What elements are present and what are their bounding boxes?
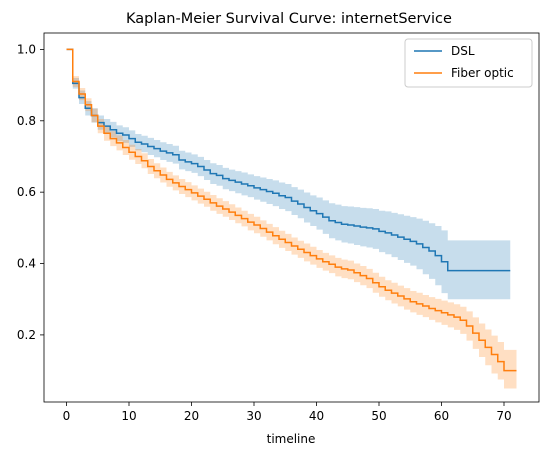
x-tick-label: 40 xyxy=(309,409,324,423)
plot-frame xyxy=(44,33,539,402)
x-tick-label: 20 xyxy=(184,409,199,423)
y-tick-label: 0.6 xyxy=(17,185,36,199)
ci-band-fiber-optic xyxy=(67,49,517,388)
legend-label-dsl: DSL xyxy=(451,44,475,58)
y-axis: 0.2 0.4 0.6 0.8 1.0 xyxy=(17,42,44,341)
x-axis: 0 10 20 30 40 50 60 70 xyxy=(63,402,512,423)
x-tick-label: 50 xyxy=(371,409,386,423)
y-tick-label: 0.4 xyxy=(17,257,36,271)
x-axis-title: timeline xyxy=(267,432,316,446)
x-tick-label: 30 xyxy=(246,409,261,423)
x-tick-label: 10 xyxy=(121,409,136,423)
y-tick-label: 0.8 xyxy=(17,114,36,128)
legend-label-fiber-optic: Fiber optic xyxy=(451,66,514,80)
x-tick-label: 60 xyxy=(434,409,449,423)
plot-area xyxy=(44,33,539,402)
confidence-bands xyxy=(67,49,517,388)
y-tick-label: 0.2 xyxy=(17,328,36,342)
x-tick-label: 70 xyxy=(496,409,511,423)
legend: DSL Fiber optic xyxy=(405,39,532,87)
x-tick-label: 0 xyxy=(63,409,71,423)
chart-title: Kaplan-Meier Survival Curve: internetSer… xyxy=(126,11,452,27)
y-tick-label: 1.0 xyxy=(17,42,36,56)
